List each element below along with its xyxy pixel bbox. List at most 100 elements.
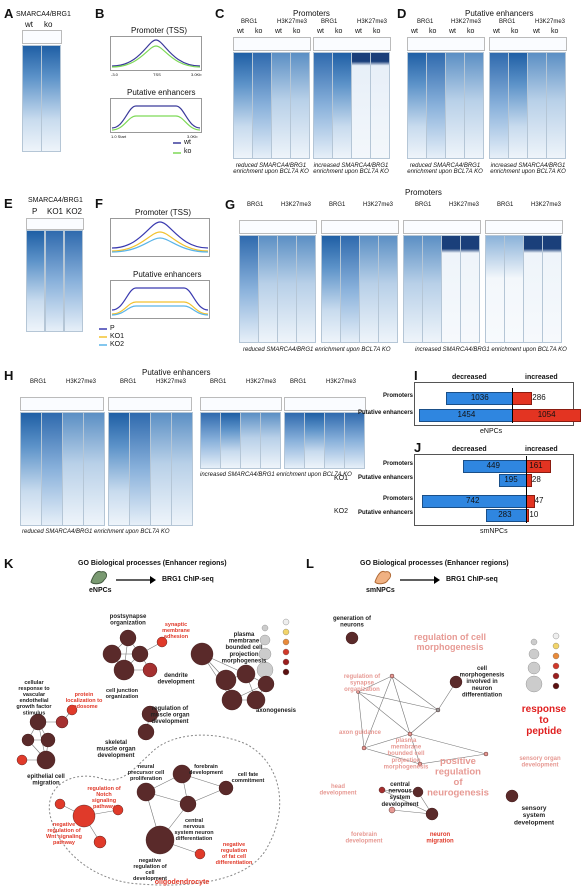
network-node (145, 825, 175, 855)
network-label: cell fate commitment (232, 772, 265, 784)
panel-title: Promoters (405, 188, 442, 197)
panel-d: D Putative enhancers BRG1 H3K27me3 BRG1 … (395, 0, 582, 190)
network-node (142, 662, 158, 678)
panel-label: E (4, 196, 13, 211)
group-label: H3K27me3 (246, 379, 277, 385)
profile-strip (20, 397, 104, 411)
network-node (112, 804, 124, 816)
network-label: synaptic membrane adhesion (162, 622, 190, 640)
network-label: axon guidance (339, 730, 382, 736)
network-label: forebrain development (189, 764, 223, 776)
heatmap (508, 52, 528, 159)
network-label: neuron migration (426, 832, 454, 845)
profile-strip (239, 220, 317, 234)
network-label: regulation of muscle organ development (150, 706, 189, 725)
zero-axis (526, 456, 527, 523)
group-label: BRG1 (497, 202, 514, 208)
panel-title: GO Biological processes (Enhancer region… (360, 560, 509, 567)
row-label: Promoters (382, 496, 413, 502)
panel-i: I decreased increased Promoters Putative… (330, 368, 582, 438)
heatmap (284, 412, 305, 469)
heatmap (41, 412, 63, 526)
legend-size-circle (525, 675, 543, 693)
network-node (194, 848, 206, 860)
network-node (221, 689, 243, 711)
panel-label: C (215, 6, 225, 21)
network-edge (409, 733, 421, 765)
heatmap (370, 52, 390, 159)
group-label: H3K27me3 (531, 202, 562, 208)
footer: smNPCs (480, 528, 508, 535)
heatmap (344, 412, 365, 469)
heatmap (403, 235, 423, 343)
legend (99, 328, 107, 346)
heatmap (239, 235, 259, 343)
panel-label: D (397, 6, 407, 21)
col-label: wt (449, 28, 456, 35)
profile-strip (233, 37, 311, 51)
heatmap (489, 52, 509, 159)
network-node (218, 780, 234, 796)
heatmap (258, 235, 278, 343)
cluster-outline (48, 734, 281, 886)
value-decreased: 195 (504, 475, 518, 484)
network-label: response to peptide (522, 704, 567, 737)
network-node (131, 645, 149, 663)
panel-l: L GO Biological processes (Enhancer regi… (300, 552, 582, 886)
tick: 3.0Kb (187, 134, 198, 139)
profile-strip (313, 37, 391, 51)
network-label: sensory system development (514, 805, 555, 826)
zero-axis (512, 388, 513, 423)
group-label: BRG1 (210, 379, 227, 385)
heatmap (445, 52, 465, 159)
plot-title-enhancers: Putative enhancers (127, 88, 196, 97)
network-node (425, 807, 439, 821)
profile-strip (489, 37, 567, 51)
col-label: ko (551, 28, 559, 35)
legend-color-swatch (282, 618, 290, 626)
profile-strip (108, 397, 192, 411)
plot-title-promoter: Promoter (TSS) (135, 208, 192, 217)
col-wt: wt (25, 20, 33, 29)
network-node (361, 745, 367, 751)
panel-k: K GO Biological processes (Enhancer regi… (0, 552, 300, 886)
profile-strip (321, 220, 399, 234)
tick: 1.0 Start (111, 134, 127, 139)
group-label: BRG1 (120, 379, 137, 385)
network-label: sensory organ development (519, 756, 561, 769)
header-decreased: decreased (452, 374, 487, 381)
group-ko1: KO1 (334, 475, 349, 482)
network-label: head development (319, 784, 356, 797)
chart-frame (414, 454, 574, 526)
heatmap (426, 52, 446, 159)
col-label: wt (317, 28, 324, 35)
panel-label: A (4, 6, 14, 21)
group-label: H3K27me3 (66, 379, 97, 385)
heatmap (240, 412, 261, 469)
heatmap (220, 412, 241, 469)
heatmap (129, 412, 151, 526)
panel-title: SMARCA4/BRG1 (16, 11, 71, 18)
group-label: H3K27me3 (281, 202, 312, 208)
network-node (21, 733, 35, 747)
network-label: protein localization to endosome (66, 692, 103, 710)
legend-size-circle (530, 638, 538, 646)
panel-label: H (4, 368, 14, 383)
group-label: H3K27me3 (535, 19, 566, 25)
legend-size-circle (258, 647, 272, 661)
value-decreased: 742 (466, 496, 480, 505)
network-node (141, 705, 159, 723)
legend-size-circle (528, 648, 540, 660)
panel-g: G Promoters BRG1 H3K27me3 BRG1 H3K27me3 … (225, 185, 582, 360)
legend-color-swatch (282, 658, 290, 666)
heatmap (378, 235, 398, 343)
network-label: negative regulation of fat cell differentia… (216, 842, 253, 866)
value-increased: 47 (534, 496, 544, 505)
heatmap (464, 52, 484, 159)
legend-color-swatch (282, 628, 290, 636)
heatmap (485, 235, 505, 343)
col-label: ko (429, 28, 437, 35)
network-node (172, 764, 192, 784)
network-label: generation of neurons (333, 616, 372, 629)
network-node (388, 806, 396, 814)
